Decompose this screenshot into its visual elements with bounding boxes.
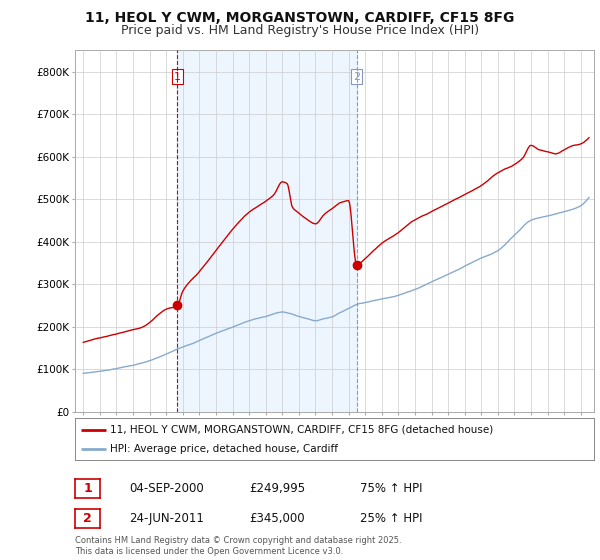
Text: 25% ↑ HPI: 25% ↑ HPI [360,512,422,525]
Text: 04-SEP-2000: 04-SEP-2000 [129,482,204,496]
Text: Contains HM Land Registry data © Crown copyright and database right 2025.
This d: Contains HM Land Registry data © Crown c… [75,536,401,556]
Text: 2: 2 [83,512,92,525]
Text: 11, HEOL Y CWM, MORGANSTOWN, CARDIFF, CF15 8FG (detached house): 11, HEOL Y CWM, MORGANSTOWN, CARDIFF, CF… [110,424,494,435]
Text: 24-JUN-2011: 24-JUN-2011 [129,512,204,525]
Text: £345,000: £345,000 [249,512,305,525]
Text: 75% ↑ HPI: 75% ↑ HPI [360,482,422,496]
Text: £249,995: £249,995 [249,482,305,496]
Text: HPI: Average price, detached house, Cardiff: HPI: Average price, detached house, Card… [110,444,338,454]
Text: 11, HEOL Y CWM, MORGANSTOWN, CARDIFF, CF15 8FG: 11, HEOL Y CWM, MORGANSTOWN, CARDIFF, CF… [85,11,515,25]
Text: Price paid vs. HM Land Registry's House Price Index (HPI): Price paid vs. HM Land Registry's House … [121,24,479,36]
Bar [178,50,356,412]
Text: 2: 2 [353,72,360,82]
Text: 1: 1 [83,482,92,496]
Text: 1: 1 [174,72,181,82]
